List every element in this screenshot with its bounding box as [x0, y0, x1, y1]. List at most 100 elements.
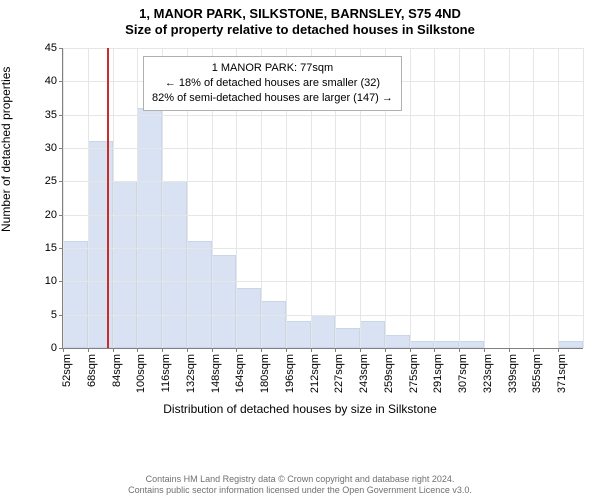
ytick-label: 20	[45, 209, 57, 221]
xtick-label: 339sqm	[507, 354, 519, 393]
xtick-mark	[162, 348, 163, 352]
xtick-mark	[212, 348, 213, 352]
gridline	[63, 148, 583, 149]
histogram-bar	[236, 288, 261, 348]
gridline	[63, 315, 583, 316]
histogram-bar	[434, 341, 459, 348]
annotation-line: 1 MANOR PARK: 77sqm	[152, 61, 393, 76]
histogram-bar	[410, 341, 435, 348]
xtick-label: 243sqm	[358, 354, 370, 393]
page-title: 1, MANOR PARK, SILKSTONE, BARNSLEY, S75 …	[0, 6, 600, 22]
xtick-mark	[113, 348, 114, 352]
gridline-vertical	[137, 48, 138, 348]
gridline-vertical	[533, 48, 534, 348]
footer-line-1: Contains HM Land Registry data © Crown c…	[0, 474, 600, 485]
xtick-label: 212sqm	[309, 354, 321, 393]
plot-area: 05101520253035404552sqm68sqm84sqm100sqm1…	[62, 48, 583, 349]
xtick-label: 164sqm	[234, 354, 246, 393]
gridline-vertical	[484, 48, 485, 348]
xtick-label: 275sqm	[408, 354, 420, 393]
xtick-label: 355sqm	[531, 354, 543, 393]
gridline	[63, 215, 583, 216]
ytick-label: 0	[51, 342, 57, 354]
ytick-label: 15	[45, 242, 57, 254]
footer-line-2: Contains public sector information licen…	[0, 485, 600, 496]
ytick-label: 45	[45, 42, 57, 54]
xtick-label: 100sqm	[135, 354, 147, 393]
gridline	[63, 48, 583, 49]
chart-container: Number of detached properties 0510152025…	[0, 42, 600, 422]
gridline-vertical	[434, 48, 435, 348]
gridline-vertical	[410, 48, 411, 348]
gridline-vertical	[459, 48, 460, 348]
gridline	[63, 281, 583, 282]
annotation-box: 1 MANOR PARK: 77sqm← 18% of detached hou…	[143, 56, 402, 111]
histogram-bar	[286, 321, 311, 348]
annotation-line: ← 18% of detached houses are smaller (32…	[152, 76, 393, 91]
xtick-mark	[533, 348, 534, 352]
xtick-mark	[484, 348, 485, 352]
histogram-bar	[360, 321, 385, 348]
gridline-vertical	[509, 48, 510, 348]
xtick-label: 291sqm	[432, 354, 444, 393]
histogram-bar	[162, 181, 187, 348]
xtick-label: 259sqm	[383, 354, 395, 393]
xtick-mark	[88, 348, 89, 352]
xtick-label: 196sqm	[284, 354, 296, 393]
xtick-mark	[385, 348, 386, 352]
gridline-vertical	[558, 48, 559, 348]
annotation-line: 82% of semi-detached houses are larger (…	[152, 91, 393, 106]
y-axis-label: Number of detached properties	[0, 67, 13, 232]
histogram-bar	[137, 108, 162, 348]
gridline-vertical	[583, 48, 584, 348]
histogram-bar	[113, 181, 138, 348]
xtick-label: 323sqm	[482, 354, 494, 393]
page-subtitle: Size of property relative to detached ho…	[0, 22, 600, 38]
histogram-bar	[558, 341, 583, 348]
xtick-mark	[311, 348, 312, 352]
xtick-mark	[63, 348, 64, 352]
property-marker-line	[107, 48, 109, 348]
xtick-label: 84sqm	[111, 354, 123, 387]
ytick-label: 40	[45, 75, 57, 87]
histogram-bar	[212, 255, 237, 348]
xtick-mark	[137, 348, 138, 352]
xtick-mark	[236, 348, 237, 352]
ytick-label: 35	[45, 109, 57, 121]
ytick-label: 30	[45, 142, 57, 154]
xtick-mark	[360, 348, 361, 352]
histogram-bar	[385, 335, 410, 348]
histogram-bar	[335, 328, 360, 348]
xtick-label: 227sqm	[333, 354, 345, 393]
gridline-vertical	[63, 48, 64, 348]
ytick-label: 5	[51, 309, 57, 321]
footer: Contains HM Land Registry data © Crown c…	[0, 474, 600, 497]
histogram-bar	[63, 241, 88, 348]
histogram-bar	[261, 301, 286, 348]
xtick-mark	[509, 348, 510, 352]
xtick-label: 180sqm	[259, 354, 271, 393]
xtick-mark	[261, 348, 262, 352]
gridline-vertical	[88, 48, 89, 348]
xtick-label: 68sqm	[86, 354, 98, 387]
gridline-vertical	[113, 48, 114, 348]
xtick-mark	[410, 348, 411, 352]
xtick-label: 148sqm	[210, 354, 222, 393]
xtick-mark	[187, 348, 188, 352]
histogram-bar	[311, 315, 336, 348]
x-axis-label: Distribution of detached houses by size …	[0, 402, 600, 416]
histogram-bar	[459, 341, 484, 348]
xtick-mark	[335, 348, 336, 352]
gridline	[63, 181, 583, 182]
xtick-mark	[459, 348, 460, 352]
histogram-bar	[187, 241, 212, 348]
xtick-label: 371sqm	[556, 354, 568, 393]
ytick-label: 10	[45, 275, 57, 287]
xtick-mark	[286, 348, 287, 352]
xtick-label: 307sqm	[457, 354, 469, 393]
xtick-label: 116sqm	[160, 354, 172, 392]
ytick-label: 25	[45, 175, 57, 187]
xtick-label: 132sqm	[185, 354, 197, 393]
xtick-mark	[434, 348, 435, 352]
gridline	[63, 115, 583, 116]
